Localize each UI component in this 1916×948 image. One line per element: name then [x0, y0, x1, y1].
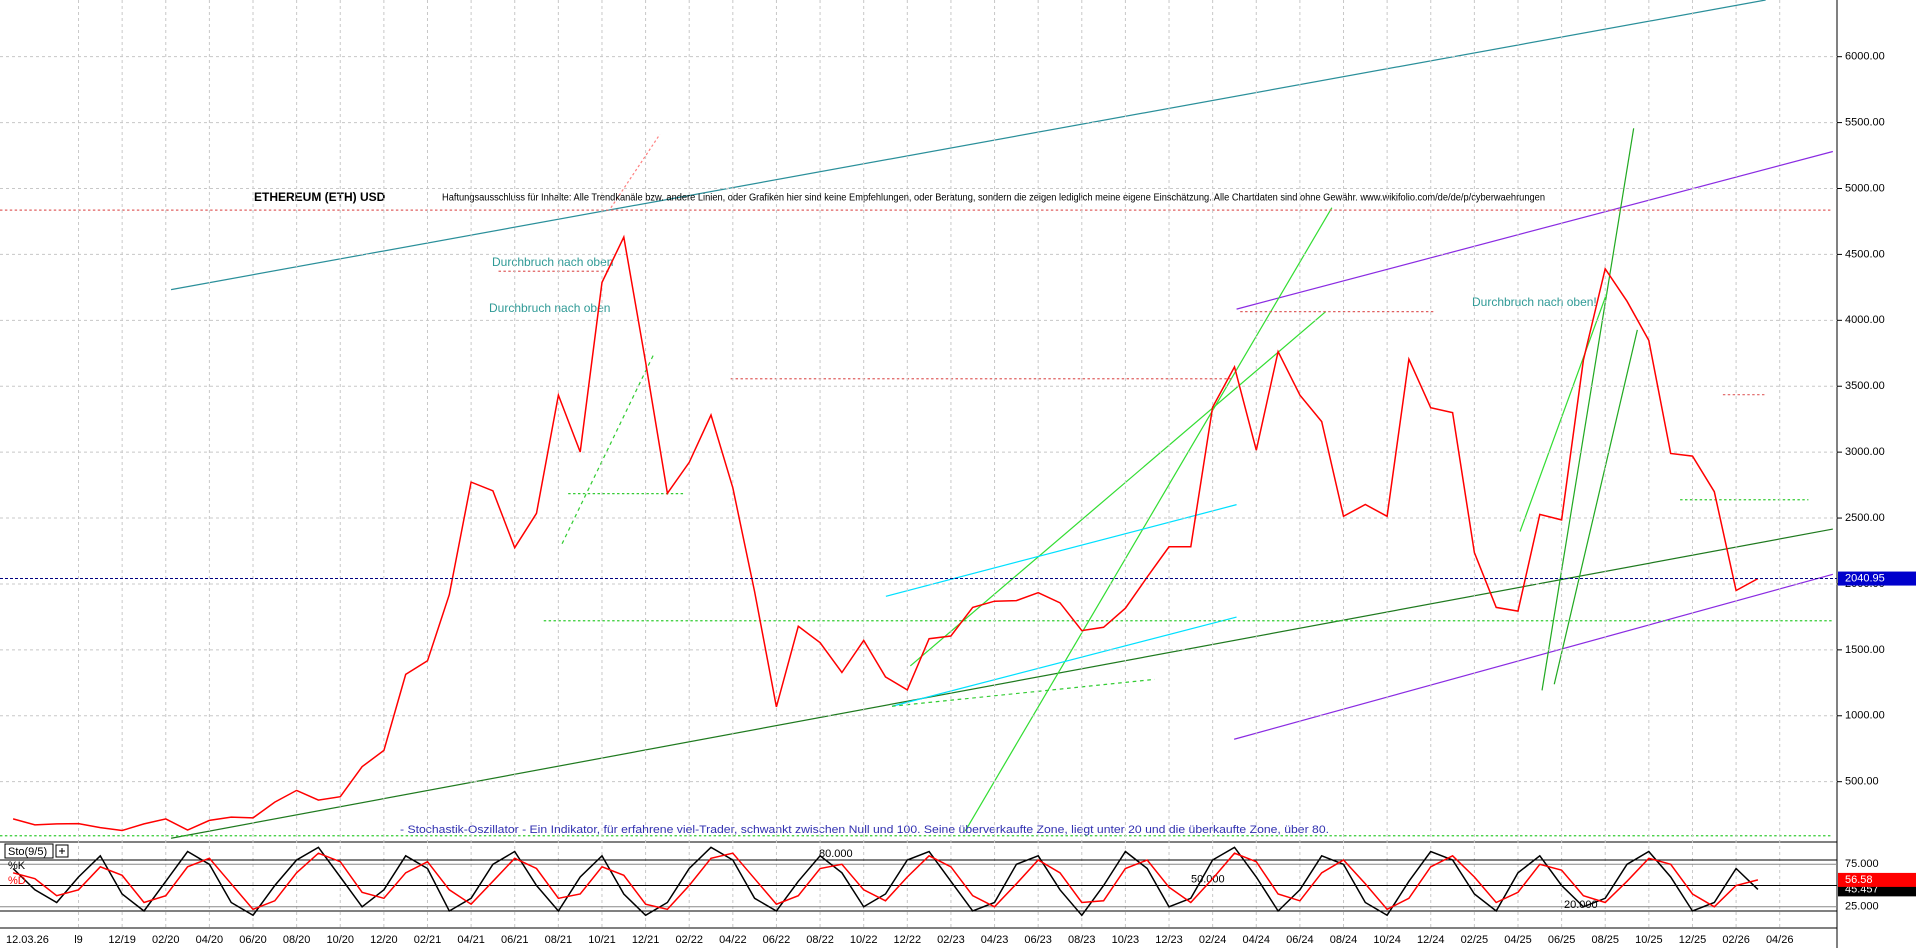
x-tick-label: 12/21 — [632, 934, 660, 946]
last-price-box — [1838, 571, 1916, 586]
plus-icon — [59, 848, 65, 854]
x-tick-label: 10/23 — [1112, 934, 1140, 946]
annotation: Durchbruch nach oben! — [1472, 295, 1597, 309]
x-tick-label: l9 — [74, 934, 83, 946]
trend-line — [170, 0, 1766, 291]
x-tick-label: 04/22 — [719, 934, 747, 946]
x-tick-label: 06/21 — [501, 934, 529, 946]
x-tick-label: 10/25 — [1635, 934, 1663, 946]
x-tick-label: 08/22 — [806, 934, 834, 946]
disclaimer: Haftungsausschluss für Inhalte: Alle Tre… — [442, 193, 1545, 204]
trend-line — [1519, 293, 1608, 532]
x-tick-label: 02/23 — [937, 934, 965, 946]
x-tick-label: 12/19 — [108, 934, 136, 946]
x-tick-label: 08/21 — [545, 934, 573, 946]
value-box — [1838, 872, 1916, 887]
y-tick-label: 1000.00 — [1845, 710, 1885, 722]
y-tick-label: 75.000 — [1845, 858, 1879, 870]
x-tick-label: 06/25 — [1548, 934, 1576, 946]
y-tick-label: 5000.00 — [1845, 182, 1885, 194]
x-tick-label: 12/25 — [1679, 934, 1707, 946]
date-label: 12.03.26 — [6, 934, 49, 946]
trend-line — [885, 504, 1237, 597]
x-tick-label: 06/23 — [1024, 934, 1052, 946]
chart-title: ETHEREUM (ETH) USD — [254, 190, 386, 204]
trend-line — [610, 134, 661, 209]
x-tick-label: 12/23 — [1155, 934, 1183, 946]
indicator-title: Sto(9/5) — [8, 846, 47, 858]
annotation: Durchbruch nach oben — [492, 255, 613, 269]
x-tick-label: 02/21 — [414, 934, 442, 946]
x-tick-label: 06/22 — [763, 934, 791, 946]
x-tick-label: 02/25 — [1461, 934, 1489, 946]
y-tick-label: 25.000 — [1845, 901, 1879, 913]
x-tick-label: 10/22 — [850, 934, 878, 946]
stochastic-line — [12, 846, 1759, 917]
x-tick-label: 08/20 — [283, 934, 311, 946]
legend-entry: %D — [8, 875, 26, 887]
x-tick-label: 06/20 — [239, 934, 267, 946]
y-tick-label: 500.00 — [1845, 776, 1879, 788]
x-tick-label: 04/20 — [196, 934, 224, 946]
x-tick-label: 08/24 — [1330, 934, 1358, 946]
y-tick-label: 3500.00 — [1845, 380, 1885, 392]
x-tick-label: 08/25 — [1591, 934, 1619, 946]
x-tick-label: 04/24 — [1243, 934, 1271, 946]
x-tick-label: 04/21 — [457, 934, 485, 946]
y-tick-label: 6000.00 — [1845, 51, 1885, 63]
x-tick-label: 08/23 — [1068, 934, 1096, 946]
value-label: 56.58 — [1845, 874, 1873, 886]
y-tick-label: 2500.00 — [1845, 512, 1885, 524]
x-tick-label: 12/20 — [370, 934, 398, 946]
x-tick-label: 12/24 — [1417, 934, 1445, 946]
y-tick-label: 4500.00 — [1845, 248, 1885, 260]
x-tick-label: 06/24 — [1286, 934, 1314, 946]
last-price-label: 2040.95 — [1845, 572, 1885, 584]
stochastic-line — [12, 852, 1759, 911]
y-tick-label: 4000.00 — [1845, 314, 1885, 326]
x-tick-label: 02/20 — [152, 934, 180, 946]
annotation: Durchbruch nach oben — [489, 301, 610, 315]
x-tick-label: 02/24 — [1199, 934, 1227, 946]
y-tick-label: 5500.00 — [1845, 116, 1885, 128]
x-tick-label: 12/22 — [894, 934, 922, 946]
x-tick-label: 10/21 — [588, 934, 616, 946]
trend-line — [170, 528, 1833, 839]
x-tick-label: 02/22 — [675, 934, 703, 946]
trend-line — [909, 311, 1327, 667]
indicator-note: - Stochastik-Oszillator - Ein Indikator,… — [400, 824, 1329, 836]
y-tick-label: 1500.00 — [1845, 644, 1885, 656]
trend-line — [561, 354, 655, 545]
trend-line — [891, 616, 1237, 707]
x-tick-label: 02/26 — [1722, 934, 1750, 946]
trend-line — [1233, 573, 1834, 740]
level-label: 80.000 — [819, 848, 853, 860]
x-tick-label: 10/24 — [1373, 934, 1401, 946]
x-tick-label: 04/25 — [1504, 934, 1532, 946]
trend-line — [1541, 128, 1635, 691]
x-tick-label: 04/23 — [981, 934, 1009, 946]
indicator-box — [4, 843, 54, 859]
trend-line — [891, 678, 1155, 707]
x-tick-label: 10/20 — [326, 934, 354, 946]
price-line — [12, 234, 1759, 832]
y-tick-label: 3000.00 — [1845, 446, 1885, 458]
legend-entry: %K — [8, 860, 26, 872]
x-tick-label: 04/26 — [1766, 934, 1794, 946]
trend-line — [1553, 329, 1638, 685]
trend-line — [1236, 150, 1834, 310]
